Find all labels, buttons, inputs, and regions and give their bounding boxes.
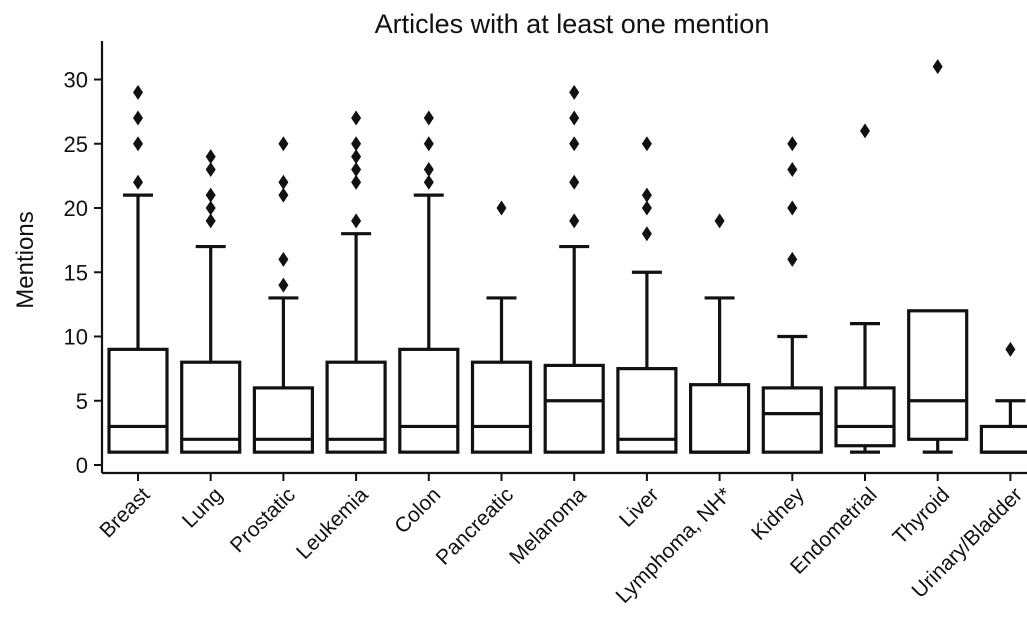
box — [543, 363, 605, 454]
outlier-point — [787, 200, 798, 216]
box-group — [107, 84, 169, 454]
y-tick-label: 0 — [76, 453, 88, 478]
outlier-point — [133, 110, 143, 126]
outlier-point — [423, 110, 434, 126]
box-group — [543, 84, 605, 454]
x-tick-label: Leukemia — [292, 483, 373, 564]
box-group — [688, 213, 751, 454]
box-group — [979, 341, 1027, 454]
outlier-point — [423, 161, 434, 177]
box-group — [616, 136, 678, 454]
x-tick-label: Prostatic — [226, 483, 300, 557]
box — [834, 386, 896, 448]
outlier-point — [351, 174, 362, 190]
outlier-point — [351, 110, 362, 126]
outlier-point — [351, 136, 362, 152]
y-axis-label: Mentions — [12, 211, 39, 308]
box-group — [470, 200, 533, 454]
box — [688, 383, 751, 454]
box — [180, 360, 242, 454]
box — [470, 360, 533, 454]
box-group — [761, 136, 823, 454]
box — [325, 360, 387, 454]
y-axis-ticks: 0 5 10 15 20 25 30 — [64, 68, 102, 478]
outlier-point — [133, 136, 143, 152]
y-tick-label: 5 — [76, 389, 88, 414]
box — [907, 309, 969, 441]
box-group — [398, 110, 460, 454]
x-tick-label: Kidney — [747, 483, 809, 545]
outlier-point — [569, 110, 580, 126]
box — [252, 386, 314, 454]
outlier-point — [205, 200, 216, 216]
outlier-point — [860, 123, 870, 139]
x-tick-label: Breast — [95, 483, 154, 542]
x-tick-label: Pancreatic — [432, 483, 518, 569]
box — [979, 424, 1027, 454]
outlier-point — [641, 200, 652, 216]
box — [398, 347, 460, 454]
chart-title: Articles with at least one mention — [375, 9, 770, 39]
outlier-point — [351, 161, 362, 177]
y-tick-label: 30 — [64, 68, 88, 93]
outlier-point — [641, 226, 652, 242]
outlier-point — [569, 84, 580, 100]
outlier-point — [787, 251, 798, 267]
x-tick-label: Melanoma — [505, 483, 591, 569]
outlier-point — [787, 161, 798, 177]
outlier-point — [205, 187, 216, 203]
x-tick-label: Thyroid — [888, 483, 954, 549]
outlier-point — [423, 174, 434, 190]
box-group — [907, 59, 969, 454]
x-tick-label: Lung — [178, 483, 227, 532]
x-tick-label: Liver — [615, 483, 663, 531]
outlier-point — [205, 213, 216, 229]
box-group — [252, 136, 314, 454]
outlier-point — [569, 213, 580, 229]
y-tick-label: 15 — [64, 260, 88, 285]
outlier-point — [1005, 341, 1016, 357]
outlier-point — [714, 213, 725, 229]
box-series — [107, 59, 1027, 454]
outlier-point — [932, 59, 943, 75]
outlier-point — [133, 174, 143, 190]
box-group — [180, 149, 242, 454]
y-tick-label: 10 — [64, 325, 88, 350]
box — [107, 347, 169, 454]
outlier-point — [205, 149, 216, 165]
x-tick-label: Colon — [390, 483, 445, 538]
outlier-point — [641, 136, 652, 152]
box-group — [325, 110, 387, 454]
outlier-point — [278, 251, 289, 267]
outlier-point — [278, 136, 289, 152]
outlier-point — [278, 187, 289, 203]
outlier-point — [133, 84, 143, 100]
box-group — [834, 123, 896, 454]
outlier-point — [278, 174, 289, 190]
y-tick-label: 25 — [64, 132, 88, 157]
outlier-point — [569, 136, 580, 152]
box — [761, 386, 823, 454]
outlier-point — [351, 213, 362, 229]
outlier-point — [496, 200, 507, 216]
outlier-point — [351, 149, 362, 165]
outlier-point — [278, 277, 289, 293]
outlier-point — [205, 161, 216, 177]
outlier-point — [569, 174, 580, 190]
outlier-point — [641, 187, 652, 203]
outlier-point — [787, 136, 798, 152]
outlier-point — [423, 136, 434, 152]
y-tick-label: 20 — [64, 196, 88, 221]
